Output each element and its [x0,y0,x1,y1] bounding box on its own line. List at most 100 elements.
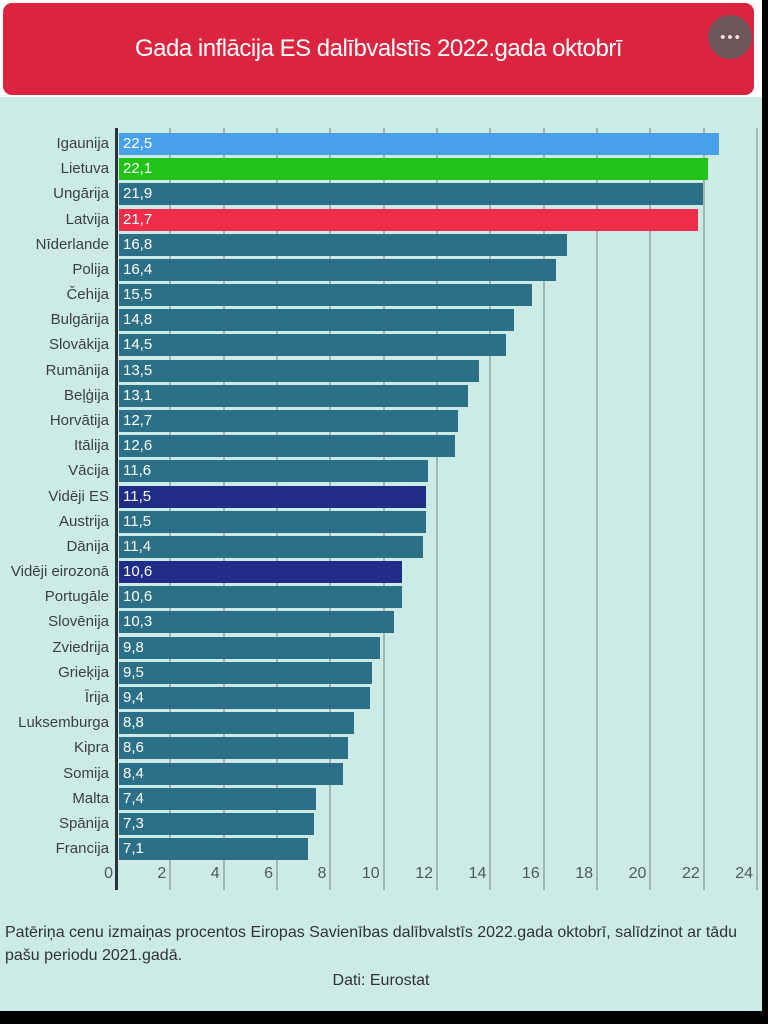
bar: 8,6 [119,737,349,760]
ellipsis-icon: ••• [720,28,742,46]
value-label: 14,8 [123,311,153,329]
x-axis-tick-label: 6 [264,865,274,882]
x-axis-tick-label: 4 [210,865,220,882]
bar: 10,6 [119,586,402,609]
bar: 9,8 [119,636,381,659]
bar: 16,8 [119,233,568,256]
bar-row: Īrija 9,4 [0,686,762,709]
country-label: Ungārija [53,185,109,203]
chart-title: Gada inflācija ES dalībvalstīs 2022.gada… [135,35,622,62]
bar-row: Portugāle 10,6 [0,586,762,609]
country-label: Austrija [58,512,109,530]
bar-row: Bulgārija 14,8 [0,309,762,332]
bar: 10,3 [119,611,394,634]
x-axis-tick-label: 14 [468,865,487,882]
bar-row: Slovēnija 10,3 [0,611,762,634]
country-label: Portugāle [44,588,109,606]
infographic-canvas: Gada inflācija ES dalībvalstīs 2022.gada… [0,0,762,1011]
value-label: 8,8 [123,714,144,732]
bar-row: Spānija 7,3 [0,812,762,835]
value-label: 10,6 [123,588,153,606]
bar: 15,5 [119,284,533,307]
gridline [702,128,705,890]
gridline [756,128,759,890]
bar: 11,4 [119,535,424,558]
value-label: 8,4 [123,764,144,782]
country-label: Vācija [68,462,109,480]
chart-description: Patēriņa cenu izmaiņas procentos Eiropas… [5,924,737,964]
bar-row: Vācija 11,6 [0,460,762,483]
country-label: Rumānija [45,361,109,379]
bar-row: Luksemburga 8,8 [0,712,762,735]
bar: 7,4 [119,787,317,810]
bar: 11,5 [119,485,426,508]
data-source: Dati: Eurostat [332,972,430,989]
country-label: Igaunija [56,135,109,152]
gridline [649,128,652,890]
bar-row: Igaunija 22,5 [0,133,762,155]
country-label: Beļģija [63,386,109,404]
bar: 16,4 [119,258,557,281]
value-label: 22,1 [123,160,153,178]
x-axis-tick-label: 12 [415,865,434,882]
country-label: Luksemburga [18,714,109,732]
gridline [329,128,332,890]
country-label: Polija [72,260,109,278]
country-label: Nīderlande [35,235,109,253]
plot-area: 0 2 4 6 8 10 12 14 16 18 20 22 24 Igaunija 22,5 Lietuva… [0,128,762,890]
bar-row: Itālija 12,6 [0,435,762,458]
x-axis-tick-label: 0 [104,865,113,882]
gridline [542,128,545,890]
bar-row: Nīderlande 16,8 [0,233,762,256]
value-label: 11,5 [123,487,152,505]
value-label: 8,6 [123,739,144,757]
x-axis-tick-label: 24 [735,865,754,882]
value-label: 9,4 [123,688,144,706]
bar-row: Somija 8,4 [0,762,762,785]
bar-row: Vidēji eirozonā 10,6 [0,561,762,584]
bar: 11,5 [119,510,426,533]
country-label: Īrija [84,688,109,706]
value-label: 12,6 [123,437,153,455]
gridline [436,128,439,890]
value-label: 16,4 [123,260,153,278]
country-label: Horvātija [49,411,109,429]
bar-row: Dānija 11,4 [0,535,762,558]
value-label: 11,6 [123,462,152,480]
more-options-button[interactable]: ••• [708,15,752,59]
value-label: 12,7 [123,411,153,429]
bar-row: Grieķija 9,5 [0,661,762,684]
x-axis-tick-label: 22 [681,865,700,882]
country-label: Latvija [65,210,109,228]
country-label: Francija [55,840,109,858]
bar-row: Francija 7,1 [0,838,762,861]
bar: 12,6 [119,435,456,458]
x-axis-tick-label: 18 [575,865,594,882]
bar-row: Lietuva 22,1 [0,158,762,181]
value-label: 11,4 [123,537,152,555]
country-label: Vidēji eirozonā [10,563,109,581]
bar: 10,6 [119,561,402,584]
gridline [489,128,492,890]
country-label: Čehija [66,286,109,304]
bar: 8,8 [119,712,354,735]
country-label: Kipra [73,739,109,757]
country-label: Grieķija [58,663,109,681]
country-label: Bulgārija [50,311,109,329]
bar-row: Zviedrija 9,8 [0,636,762,659]
bar-row: Latvija 21,7 [0,208,762,231]
gridline [596,128,599,890]
bar: 22,1 [119,158,709,181]
country-label: Dānija [66,537,109,555]
value-label: 7,1 [123,840,144,858]
bar: 12,7 [119,409,458,432]
country-label: Somija [63,764,109,782]
bar: 14,8 [119,309,514,332]
bar-row: Malta 7,4 [0,787,762,810]
country-label: Slovākija [48,336,109,354]
bar-row: Austrija 11,5 [0,510,762,533]
country-label: Spānija [58,814,109,832]
bar: 9,5 [119,661,373,684]
gridline [276,128,279,890]
y-axis-line [115,128,118,890]
